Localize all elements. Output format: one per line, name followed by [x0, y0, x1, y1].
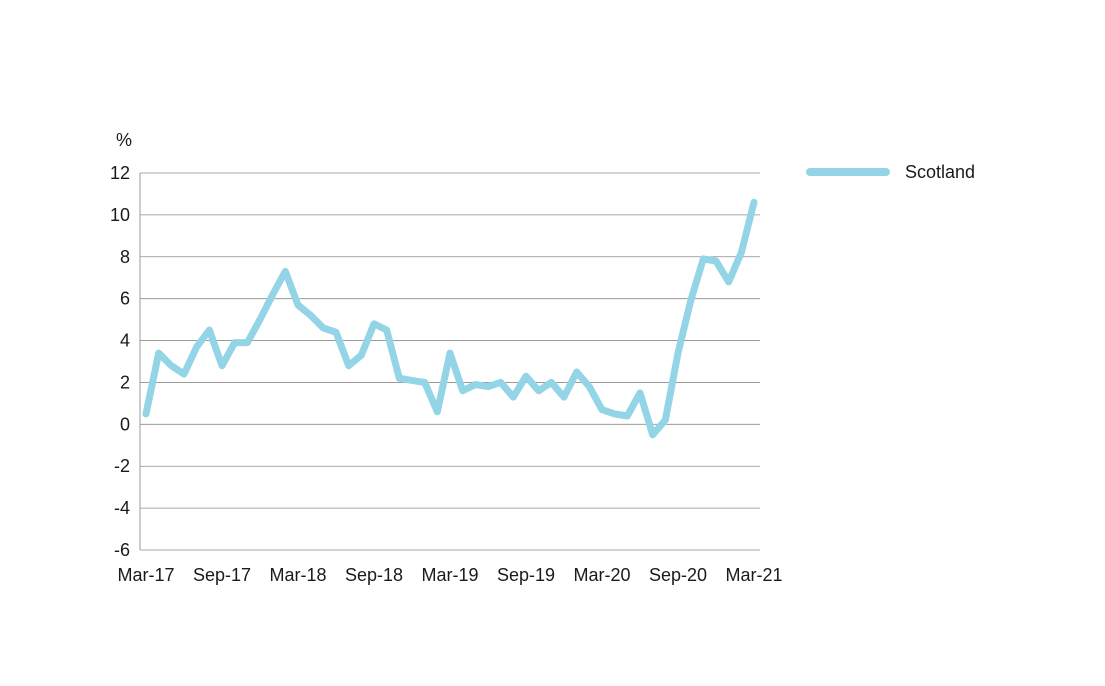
x-tick-label: Sep-20	[649, 565, 707, 585]
y-tick-label: 4	[120, 331, 130, 351]
legend-label: Scotland	[905, 162, 975, 182]
y-tick-label: 8	[120, 247, 130, 267]
x-tick-label: Mar-18	[269, 565, 326, 585]
x-tick-label: Sep-17	[193, 565, 251, 585]
gridlines	[140, 172, 760, 551]
y-axis-unit-label: %	[116, 130, 132, 150]
x-axis-ticks: Mar-17 Sep-17 Mar-18 Sep-18 Mar-19 Sep-19 Mar-…	[117, 565, 782, 585]
y-tick-label: -4	[114, 498, 130, 518]
y-tick-label: -6	[114, 540, 130, 560]
legend: Scotland	[806, 162, 975, 182]
y-tick-label: 6	[120, 289, 130, 309]
y-tick-label: 12	[110, 163, 130, 183]
y-tick-label: 2	[120, 372, 130, 392]
series-line-scotland	[142, 198, 758, 439]
x-tick-label: Sep-18	[345, 565, 403, 585]
y-tick-label: -2	[114, 456, 130, 476]
x-tick-label: Mar-21	[725, 565, 782, 585]
y-axis-ticks: 12 10 8 6 4 2 0 -2 -4 -6	[110, 163, 130, 560]
x-tick-label: Mar-20	[573, 565, 630, 585]
series-lines	[142, 198, 758, 439]
x-tick-label: Mar-19	[421, 565, 478, 585]
y-tick-label: 0	[120, 414, 130, 434]
y-tick-label: 10	[110, 205, 130, 225]
x-tick-label: Mar-17	[117, 565, 174, 585]
x-tick-label: Sep-19	[497, 565, 555, 585]
